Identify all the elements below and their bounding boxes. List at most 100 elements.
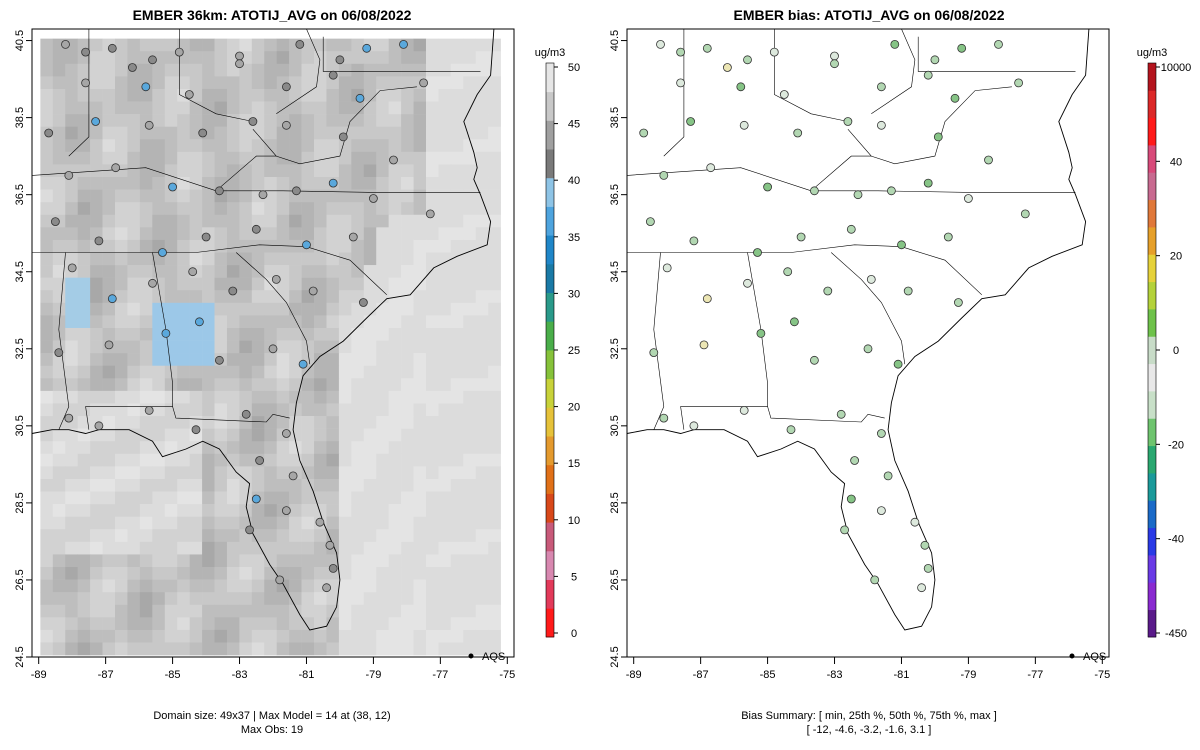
heatmap-cell — [189, 51, 203, 65]
heatmap-cell — [264, 428, 278, 442]
heatmap-cell — [363, 416, 377, 429]
heatmap-cell — [127, 214, 141, 228]
heatmap-cell — [463, 327, 477, 341]
heatmap-cell — [338, 214, 352, 228]
heatmap-cell — [251, 516, 265, 530]
heatmap-cell — [177, 151, 190, 165]
heatmap-cell — [214, 365, 228, 379]
heatmap-cell — [77, 554, 91, 568]
aqs-point — [54, 348, 64, 358]
heatmap-cell — [65, 604, 78, 618]
heatmap-cell — [376, 177, 389, 190]
heatmap-cell — [52, 378, 66, 392]
heatmap-cell — [115, 139, 128, 153]
y-tick-label: 36.5 — [14, 184, 26, 205]
aqs-point — [699, 340, 709, 350]
heatmap-cell — [226, 617, 240, 631]
aqs-point — [930, 55, 940, 65]
right-colorbar-unit: ug/m3 — [1137, 47, 1168, 59]
heatmap-cell — [264, 164, 278, 178]
heatmap-cell — [152, 88, 166, 102]
heatmap-cell — [301, 504, 315, 517]
heatmap-cell — [90, 541, 103, 555]
heatmap-cell — [202, 340, 215, 354]
heatmap-cell — [65, 353, 78, 367]
aqs-point — [743, 55, 752, 65]
state-border — [322, 36, 481, 72]
aqs-point — [890, 40, 900, 49]
heatmap-cell — [388, 114, 402, 127]
heatmap-cell — [40, 453, 54, 467]
state-border — [871, 28, 916, 115]
heatmap-cell — [488, 202, 501, 216]
aqs-point — [917, 583, 926, 593]
heatmap-cell — [239, 76, 253, 90]
heatmap-cell — [177, 265, 190, 278]
heatmap-cell — [90, 629, 103, 643]
heatmap-cell — [289, 491, 302, 505]
heatmap-cell — [301, 302, 315, 316]
heatmap-cell — [413, 579, 427, 593]
heatmap-cell — [77, 139, 91, 153]
heatmap-cell — [189, 365, 203, 379]
heatmap-cell — [251, 378, 265, 392]
heatmap-cell — [214, 453, 228, 467]
heatmap-cell — [351, 491, 365, 505]
heatmap-cell — [152, 441, 166, 455]
heatmap-cell — [251, 139, 265, 153]
heatmap-cell — [338, 617, 352, 631]
heatmap-cell — [239, 466, 253, 480]
heatmap-cell — [289, 516, 302, 530]
heatmap-cell — [177, 101, 190, 115]
heatmap-cell — [338, 277, 352, 291]
heatmap-cell — [401, 202, 414, 216]
heatmap-cell — [276, 327, 290, 341]
heatmap-cell — [488, 214, 501, 228]
state-border — [917, 36, 1076, 72]
heatmap-cell — [189, 541, 203, 555]
heatmap-cell — [102, 491, 116, 505]
heatmap-cell — [488, 466, 501, 480]
heatmap-cell — [152, 164, 166, 178]
heatmap-cell — [127, 541, 141, 555]
aqs-point — [984, 155, 993, 165]
heatmap-cell — [401, 353, 414, 367]
heatmap-cell — [139, 151, 153, 165]
heatmap-cell — [214, 126, 228, 140]
heatmap-cell — [177, 214, 190, 228]
heatmap-cell — [115, 189, 128, 203]
heatmap-cell — [164, 302, 178, 316]
heatmap-cell — [214, 88, 228, 102]
heatmap-cell — [338, 302, 352, 316]
heatmap-cell — [450, 516, 464, 530]
heatmap-cell — [40, 554, 54, 568]
heatmap-cell — [351, 378, 365, 392]
heatmap-cell — [189, 177, 203, 190]
heatmap-cell — [425, 629, 439, 643]
heatmap-cell — [77, 239, 91, 253]
heatmap-cell — [425, 416, 439, 429]
heatmap-cell — [488, 51, 501, 65]
heatmap-cell — [239, 579, 253, 593]
heatmap-cell — [40, 579, 54, 593]
heatmap-cell — [326, 214, 340, 228]
aqs-point — [756, 328, 766, 338]
heatmap-cell — [239, 642, 253, 656]
heatmap-cell — [139, 340, 153, 354]
heatmap-cell — [202, 516, 215, 530]
heatmap-cell — [40, 478, 54, 492]
heatmap-cell — [425, 114, 439, 127]
heatmap-cell — [127, 453, 141, 467]
heatmap-cell — [475, 177, 489, 190]
heatmap-cell — [450, 214, 464, 228]
heatmap-cell — [351, 265, 365, 278]
aqs-point — [281, 120, 291, 130]
heatmap-cell — [189, 227, 203, 241]
heatmap-cell — [90, 390, 103, 404]
heatmap-cell — [314, 151, 327, 165]
heatmap-cell — [65, 478, 78, 492]
heatmap-cell — [276, 252, 290, 266]
colorbar-segment — [1148, 527, 1156, 556]
heatmap-cell — [289, 252, 302, 266]
heatmap-cell — [77, 604, 91, 618]
